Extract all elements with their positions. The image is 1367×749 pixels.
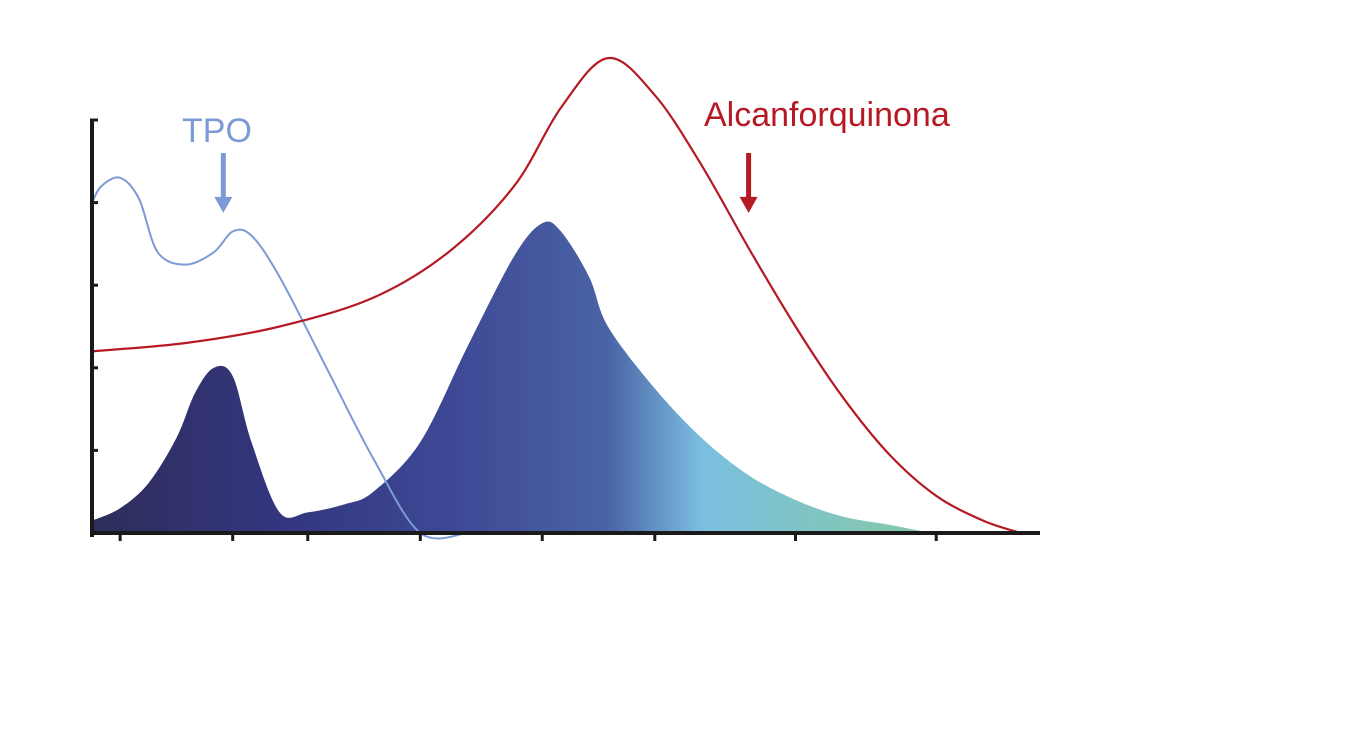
emission-area — [92, 221, 1030, 534]
series-label-tpo: TPO — [182, 112, 252, 150]
series-line-tpo — [91, 176, 468, 540]
annotation-arrow-alcanforquinona — [739, 153, 758, 213]
annotation-arrow-tpo — [214, 153, 233, 213]
series-label-alcanforquinona: Alcanforquinona — [704, 96, 950, 134]
series-line-alcanforquinona — [91, 56, 1021, 535]
annotation-arrow-alcanforquinona-head — [739, 196, 758, 213]
annotation-arrow-tpo-head — [214, 196, 233, 213]
chart-marks — [90, 56, 1040, 541]
